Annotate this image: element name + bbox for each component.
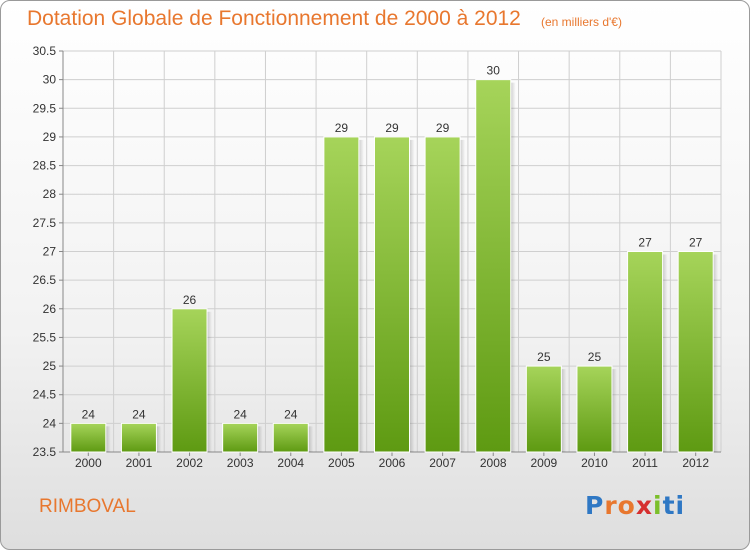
- y-tick-label: 24.5: [33, 388, 57, 402]
- chart-subtitle: (en milliers d'€): [541, 15, 622, 29]
- bar-2002: [171, 308, 208, 453]
- y-tick-label: 23.5: [33, 445, 57, 459]
- y-tick-label: 27.5: [33, 216, 57, 230]
- logo-letter: P: [585, 491, 605, 520]
- bar-shadow: [611, 369, 617, 452]
- data-labels: 24 24 26 24 24 29 29 29 30 25 25 27 27: [82, 64, 703, 422]
- x-tick-label: 2008: [480, 456, 507, 470]
- bar-2007: [424, 136, 461, 453]
- data-label: 25: [588, 350, 602, 364]
- y-tick-label: 26: [43, 302, 57, 316]
- logo-letter: o: [617, 491, 636, 520]
- x-tick-label: 2005: [328, 456, 355, 470]
- x-tick-label: 2002: [176, 456, 203, 470]
- bars: [70, 79, 719, 453]
- commune-name: RIMBOVAL: [39, 496, 136, 517]
- x-tick-label: 2006: [379, 456, 406, 470]
- y-tick-label: 29: [43, 130, 57, 144]
- bar-2009: [525, 365, 562, 453]
- data-label: 25: [537, 350, 551, 364]
- logo-letter: r: [604, 491, 618, 520]
- data-label: 27: [638, 236, 652, 250]
- data-label: 29: [385, 121, 399, 135]
- chart-title: Dotation Globale de Fonctionnement de 20…: [27, 7, 521, 30]
- bar-shadow: [409, 139, 415, 452]
- x-tick-label: 2011: [632, 456, 658, 470]
- y-tick-label: 29.5: [33, 101, 57, 115]
- x-tick-label: 2009: [530, 456, 557, 470]
- data-label: 29: [335, 121, 349, 135]
- y-tick-label: 28: [43, 187, 57, 201]
- bar-shadow: [662, 254, 668, 452]
- x-tick-label: 2007: [429, 456, 456, 470]
- bar-2011: [627, 251, 664, 453]
- y-tick-label: 30: [43, 73, 57, 87]
- data-label: 29: [436, 121, 450, 135]
- logo-letter: i: [653, 491, 663, 520]
- bar-shadow: [510, 82, 516, 453]
- bar-2006: [374, 136, 410, 453]
- bar-shadow: [358, 139, 364, 452]
- y-tick-label: 26.5: [33, 273, 57, 287]
- y-tick-label: 30.5: [33, 44, 57, 58]
- x-tick-label: 2000: [75, 456, 102, 470]
- y-tick-labels: 23.5 24 24.5 25 25.5 26 26.5 27 27.5 28 28.5 29 29.5…: [33, 44, 57, 459]
- bar-2012: [677, 251, 714, 453]
- y-tick-label: 28.5: [33, 159, 57, 173]
- logo-letter: ti: [662, 491, 686, 520]
- data-label: 30: [487, 64, 501, 78]
- data-label: 26: [183, 293, 197, 307]
- bar-2010: [576, 365, 613, 453]
- data-label: 24: [233, 407, 247, 421]
- data-label: 24: [82, 407, 96, 421]
- x-tick-label: 2003: [227, 456, 254, 470]
- proxiti-logo[interactable]: Proxiti: [585, 491, 685, 520]
- y-tick-label: 25.5: [33, 330, 57, 344]
- bar-2004: [272, 422, 309, 453]
- y-tick-label: 25: [43, 359, 57, 373]
- y-tick-label: 27: [43, 245, 57, 259]
- data-label: 24: [132, 407, 146, 421]
- x-tick-label: 2010: [581, 456, 608, 470]
- bar-shadow: [308, 426, 314, 452]
- x-tick-label: 2001: [126, 456, 153, 470]
- bar-shadow: [207, 311, 213, 452]
- bar-2005: [323, 136, 360, 453]
- bar-2000: [70, 422, 107, 453]
- data-label: 24: [284, 407, 298, 421]
- bar-shadow: [105, 426, 111, 452]
- bar-2008: [475, 79, 512, 453]
- bar-shadow: [561, 369, 567, 452]
- bar-shadow: [713, 254, 719, 452]
- bar-2001: [120, 422, 157, 453]
- x-tick-labels: 2000 2001 2002 2003 2004 2005 2006 2007 2008 2009…: [75, 456, 709, 470]
- bar-2003: [222, 422, 259, 453]
- x-tick-label: 2004: [277, 456, 304, 470]
- bar-shadow: [257, 426, 263, 452]
- logo-letter: x: [635, 491, 653, 520]
- bar-shadow: [156, 426, 162, 452]
- bar-shadow: [460, 139, 466, 452]
- y-tick-label: 24: [43, 416, 57, 430]
- x-tick-label: 2012: [682, 456, 709, 470]
- data-label: 27: [689, 236, 703, 250]
